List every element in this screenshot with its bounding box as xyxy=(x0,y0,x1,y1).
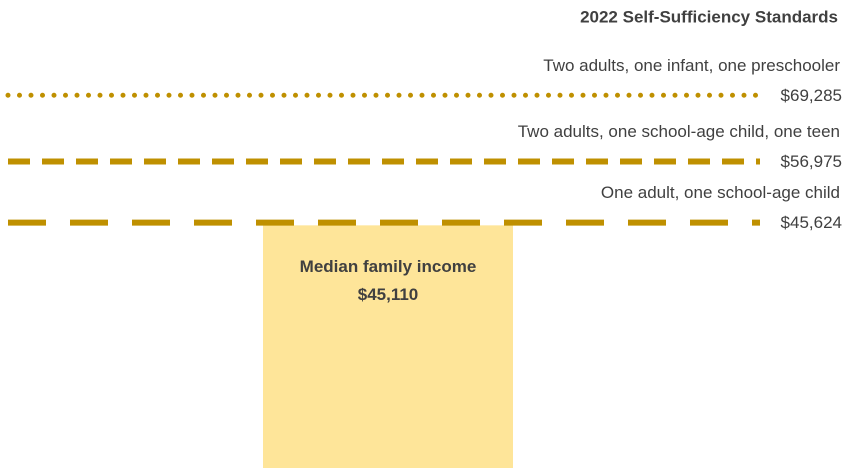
bar-value-label: $45,110 xyxy=(358,285,419,304)
reference-value-label: $69,285 xyxy=(781,86,842,105)
bar xyxy=(263,225,513,468)
reference-label: One adult, one school-age child xyxy=(601,183,840,202)
chart-title: 2022 Self-Sufficiency Standards xyxy=(580,7,838,26)
reference-label: Two adults, one infant, one preschooler xyxy=(543,56,840,75)
bar-label: Median family income xyxy=(300,257,477,276)
reference-label: Two adults, one school-age child, one te… xyxy=(518,122,840,141)
reference-value-label: $45,624 xyxy=(781,213,842,232)
reference-value-label: $56,975 xyxy=(781,152,842,171)
